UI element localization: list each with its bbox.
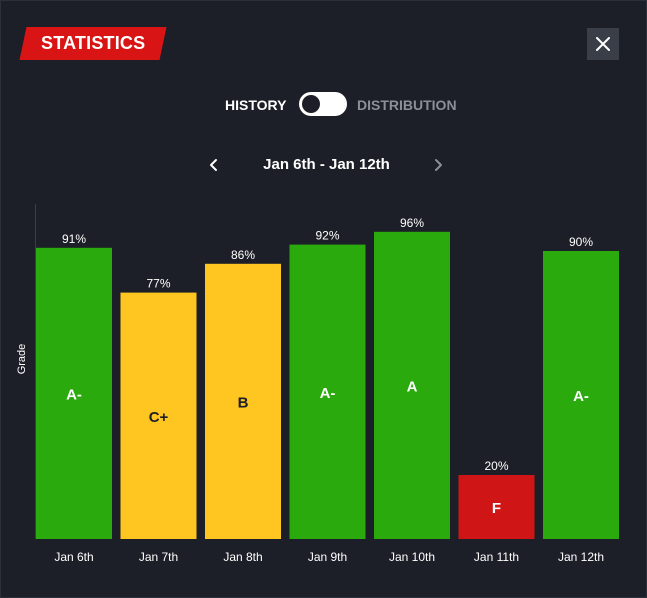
bar (36, 247, 112, 540)
x-tick-label: Jan 10th (389, 550, 435, 564)
bar-value-label: 92% (315, 229, 339, 243)
toggle-label-history[interactable]: HISTORY (225, 97, 287, 113)
x-tick-label: Jan 11th (474, 550, 519, 564)
x-tick-label: Jan 7th (139, 550, 178, 564)
bar-grade-label: A- (320, 385, 336, 402)
history-distribution-toggle[interactable] (299, 92, 347, 116)
bar (120, 292, 197, 539)
grade-history-chart: Grade 91% A- Jan 6th 77% C+ Jan 7th 86% B Jan 8th… (16, 204, 619, 564)
bar-grade-label: A- (573, 388, 589, 405)
bar-grade-label: F (492, 500, 501, 517)
bar-value-label: 96% (400, 216, 424, 230)
bar (205, 263, 281, 539)
x-tick-label: Jan 6th (54, 550, 93, 564)
next-week-button[interactable] (426, 153, 450, 177)
chevron-left-icon (210, 159, 217, 171)
bar (374, 231, 450, 540)
close-button[interactable] (587, 28, 619, 60)
statistics-title-badge: STATISTICS (19, 27, 167, 60)
view-toggle-row: HISTORY DISTRIBUTION (1, 92, 647, 118)
toggle-label-distribution[interactable]: DISTRIBUTION (357, 97, 457, 113)
bar-grade-label: A (407, 378, 418, 395)
bar-grade-label: C+ (149, 409, 169, 426)
y-axis-label: Grade (16, 344, 28, 375)
x-tick-label: Jan 9th (308, 550, 347, 564)
close-icon (596, 37, 610, 51)
bar-grade-label: B (238, 394, 249, 411)
bar-grade-label: A- (66, 386, 82, 403)
bar (543, 251, 619, 539)
x-tick-label: Jan 12th (558, 550, 604, 564)
week-navigation: Jan 6th - Jan 12th (1, 153, 647, 177)
bar-value-label: 90% (569, 235, 593, 249)
bar-value-label: 20% (484, 459, 508, 473)
page-title: STATISTICS (41, 33, 146, 53)
bar-value-label: 91% (62, 232, 86, 246)
bar-value-label: 77% (146, 277, 170, 291)
bar (458, 475, 535, 539)
bar-value-label: 86% (231, 248, 255, 262)
bar (289, 244, 366, 539)
previous-week-button[interactable] (202, 153, 226, 177)
chevron-right-icon (435, 159, 442, 171)
x-tick-label: Jan 8th (223, 550, 262, 564)
toggle-knob (302, 95, 320, 113)
week-range-label: Jan 6th - Jan 12th (263, 156, 390, 173)
